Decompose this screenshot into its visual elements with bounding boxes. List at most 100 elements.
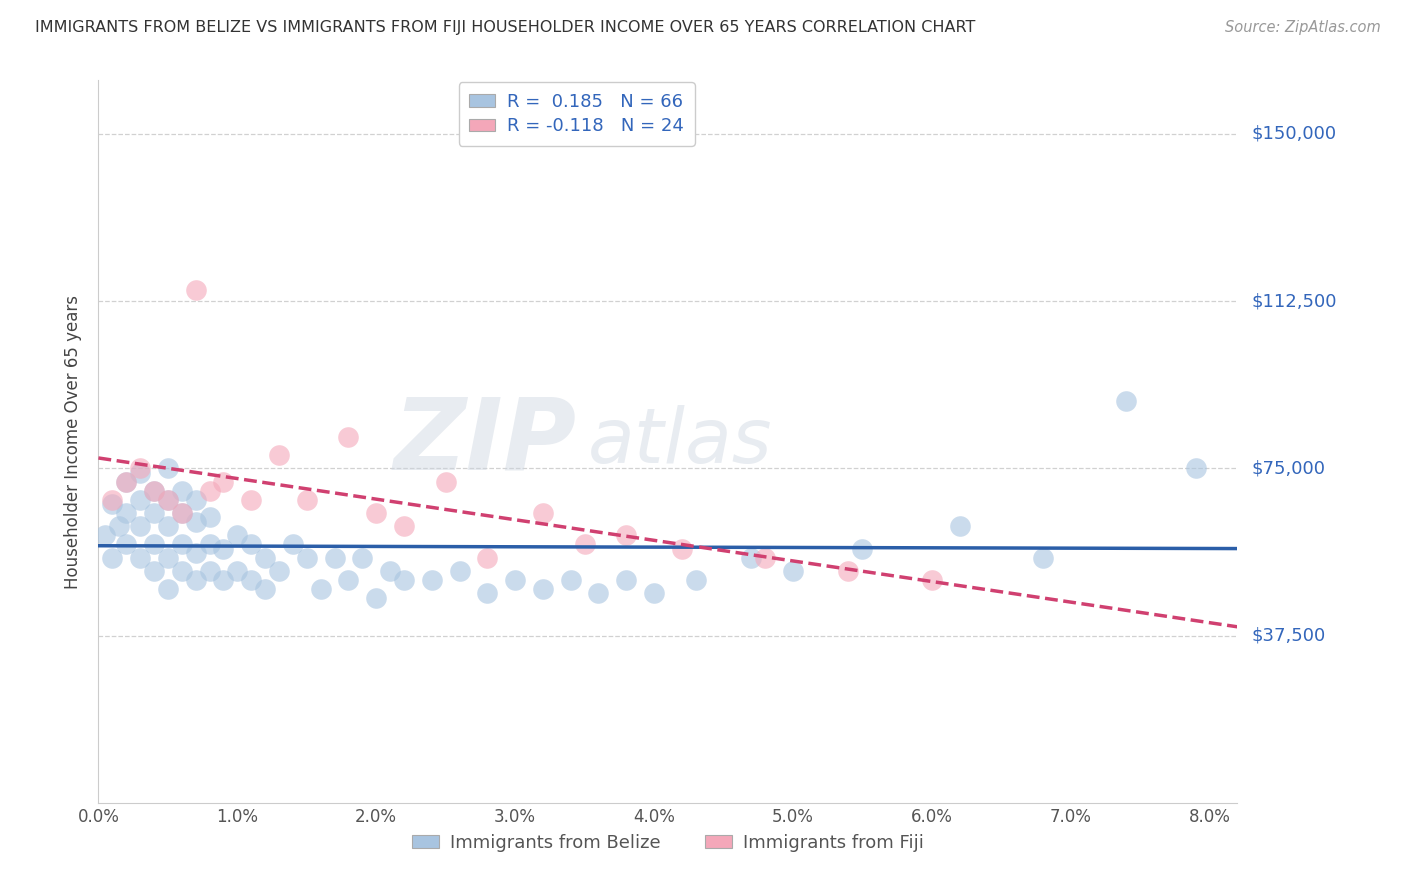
Point: [184, 283, 207, 297]
Point: [94, 528, 117, 542]
Point: [156, 519, 179, 533]
Point: [449, 564, 471, 578]
Point: [143, 483, 166, 498]
Point: [921, 573, 943, 587]
Point: [170, 564, 193, 578]
Point: [115, 475, 138, 489]
Point: [1184, 461, 1206, 475]
Point: [392, 573, 415, 587]
Point: [129, 466, 152, 480]
Text: ZIP: ZIP: [394, 393, 576, 490]
Point: [614, 528, 637, 542]
Point: [337, 573, 360, 587]
Point: [948, 519, 970, 533]
Point: [129, 519, 152, 533]
Point: [115, 537, 138, 551]
Point: [254, 550, 277, 565]
Point: [156, 492, 179, 507]
Point: [240, 537, 263, 551]
Text: $112,500: $112,500: [1251, 292, 1337, 310]
Point: [170, 506, 193, 520]
Y-axis label: Householder Income Over 65 years: Householder Income Over 65 years: [65, 294, 83, 589]
Legend: Immigrants from Belize, Immigrants from Fiji: Immigrants from Belize, Immigrants from …: [405, 826, 931, 859]
Point: [614, 573, 637, 587]
Point: [851, 541, 873, 556]
Point: [101, 550, 124, 565]
Point: [309, 582, 332, 596]
Text: atlas: atlas: [588, 405, 773, 478]
Point: [1115, 394, 1137, 409]
Point: [254, 582, 277, 596]
Point: [129, 492, 152, 507]
Point: [1032, 550, 1054, 565]
Point: [740, 550, 762, 565]
Point: [143, 506, 166, 520]
Point: [184, 573, 207, 587]
Point: [156, 461, 179, 475]
Text: IMMIGRANTS FROM BELIZE VS IMMIGRANTS FROM FIJI HOUSEHOLDER INCOME OVER 65 YEARS : IMMIGRANTS FROM BELIZE VS IMMIGRANTS FRO…: [35, 20, 976, 35]
Point: [337, 430, 360, 444]
Text: $37,500: $37,500: [1251, 626, 1326, 645]
Point: [531, 506, 554, 520]
Point: [574, 537, 596, 551]
Point: [143, 537, 166, 551]
Point: [184, 492, 207, 507]
Text: $150,000: $150,000: [1251, 125, 1336, 143]
Point: [685, 573, 707, 587]
Point: [212, 475, 235, 489]
Point: [143, 483, 166, 498]
Point: [129, 550, 152, 565]
Text: Source: ZipAtlas.com: Source: ZipAtlas.com: [1225, 20, 1381, 35]
Point: [420, 573, 443, 587]
Point: [212, 573, 235, 587]
Point: [240, 573, 263, 587]
Point: [366, 506, 388, 520]
Point: [184, 546, 207, 560]
Point: [352, 550, 374, 565]
Point: [226, 528, 249, 542]
Point: [198, 483, 221, 498]
Point: [588, 586, 610, 600]
Point: [477, 586, 499, 600]
Point: [782, 564, 804, 578]
Point: [477, 550, 499, 565]
Point: [226, 564, 249, 578]
Point: [143, 564, 166, 578]
Point: [754, 550, 776, 565]
Point: [671, 541, 693, 556]
Point: [101, 492, 124, 507]
Point: [115, 475, 138, 489]
Point: [267, 448, 290, 462]
Point: [108, 519, 131, 533]
Point: [531, 582, 554, 596]
Point: [198, 564, 221, 578]
Point: [170, 483, 193, 498]
Point: [156, 582, 179, 596]
Point: [281, 537, 304, 551]
Point: [129, 461, 152, 475]
Point: [115, 506, 138, 520]
Point: [156, 492, 179, 507]
Point: [184, 515, 207, 529]
Point: [198, 537, 221, 551]
Point: [212, 541, 235, 556]
Point: [198, 510, 221, 524]
Point: [267, 564, 290, 578]
Text: $75,000: $75,000: [1251, 459, 1326, 477]
Point: [643, 586, 665, 600]
Point: [240, 492, 263, 507]
Point: [837, 564, 859, 578]
Point: [503, 573, 526, 587]
Point: [156, 550, 179, 565]
Point: [434, 475, 457, 489]
Point: [170, 506, 193, 520]
Point: [170, 537, 193, 551]
Point: [101, 497, 124, 511]
Point: [323, 550, 346, 565]
Point: [392, 519, 415, 533]
Point: [366, 591, 388, 605]
Point: [560, 573, 582, 587]
Point: [378, 564, 401, 578]
Point: [295, 550, 318, 565]
Point: [295, 492, 318, 507]
